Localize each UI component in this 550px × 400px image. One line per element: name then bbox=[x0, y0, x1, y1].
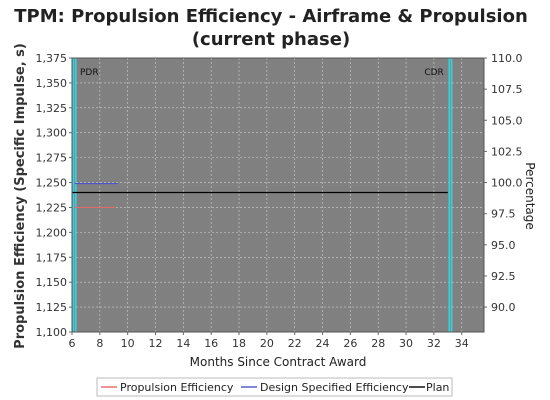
x-tick-label: 6 bbox=[69, 337, 76, 350]
y-right-axis-label: Percentage bbox=[523, 162, 537, 230]
y-left-tick-label: 1,375 bbox=[36, 52, 68, 65]
y-right-tick-label: 95.0 bbox=[491, 239, 516, 252]
x-tick-label: 10 bbox=[121, 337, 135, 350]
y-right-tick-label: 102.5 bbox=[491, 145, 523, 158]
y-right-axis-ticks: 90.0 92.5 95.0 97.5 100.0 102.5 105.0 107.5 110.… bbox=[484, 52, 523, 314]
y-left-tick-label: 1,300 bbox=[36, 127, 68, 140]
x-tick-label: 20 bbox=[260, 337, 274, 350]
legend-label-2: Plan bbox=[426, 381, 449, 394]
x-tick-label: 24 bbox=[316, 337, 330, 350]
milestone-label-pdr: PDR bbox=[80, 68, 99, 78]
x-tick-label: 16 bbox=[204, 337, 218, 350]
x-tick-label: 28 bbox=[371, 337, 385, 350]
plot-area bbox=[72, 58, 484, 332]
milestone-label-cdr: CDR bbox=[424, 68, 443, 78]
y-left-tick-label: 1,250 bbox=[36, 177, 68, 190]
y-left-tick-label: 1,275 bbox=[36, 152, 68, 165]
y-left-tick-label: 1,350 bbox=[36, 77, 68, 90]
y-left-tick-label: 1,175 bbox=[36, 251, 68, 264]
chart-title-line1: TPM: Propulsion Efficiency - Airframe & … bbox=[14, 6, 528, 27]
x-tick-label: 22 bbox=[288, 337, 302, 350]
y-right-tick-label: 92.5 bbox=[491, 270, 516, 283]
y-left-tick-label: 1,125 bbox=[36, 301, 68, 314]
x-axis-label: Months Since Contract Award bbox=[190, 355, 367, 369]
y-right-tick-label: 105.0 bbox=[491, 114, 523, 127]
legend: Propulsion Efficiency Design Specified Ef… bbox=[101, 381, 449, 394]
y-right-tick-label: 97.5 bbox=[491, 208, 516, 221]
x-tick-label: 14 bbox=[176, 337, 190, 350]
y-left-tick-label: 1,100 bbox=[36, 326, 68, 339]
milestones: PDR CDR bbox=[72, 58, 453, 332]
legend-label-1: Design Specified Efficiency bbox=[260, 381, 409, 394]
x-tick-label: 18 bbox=[232, 337, 246, 350]
x-tick-label: 26 bbox=[343, 337, 357, 350]
series bbox=[72, 182, 448, 209]
y-right-tick-label: 110.0 bbox=[491, 52, 523, 65]
legend-label-0: Propulsion Efficiency bbox=[120, 381, 234, 394]
x-tick-label: 32 bbox=[427, 337, 441, 350]
y-left-tick-label: 1,150 bbox=[36, 276, 68, 289]
y-right-tick-label: 107.5 bbox=[491, 83, 523, 96]
x-tick-label: 8 bbox=[96, 337, 103, 350]
x-tick-label: 30 bbox=[399, 337, 413, 350]
chart-title-line2: (current phase) bbox=[192, 29, 350, 50]
y-right-tick-label: 100.0 bbox=[491, 177, 523, 190]
y-left-tick-label: 1,225 bbox=[36, 201, 68, 214]
x-tick-label: 34 bbox=[455, 337, 469, 350]
legend-box bbox=[96, 377, 453, 397]
y-right-tick-label: 90.0 bbox=[491, 301, 516, 314]
plot-border bbox=[71, 57, 485, 333]
x-tick-label: 12 bbox=[149, 337, 163, 350]
x-axis-ticks: 6 8 10 12 14 16 18 20 22 24 26 28 30 32 34 bbox=[69, 332, 469, 350]
y-left-tick-label: 1,200 bbox=[36, 226, 68, 239]
y-left-axis-label: Propulsion Efficiency (Specific Impulse,… bbox=[13, 43, 28, 349]
y-left-axis-ticks: 1,100 1,125 1,150 1,175 1,200 1,225 1,250 1,275… bbox=[36, 52, 72, 339]
y-left-tick-label: 1,325 bbox=[36, 102, 68, 115]
